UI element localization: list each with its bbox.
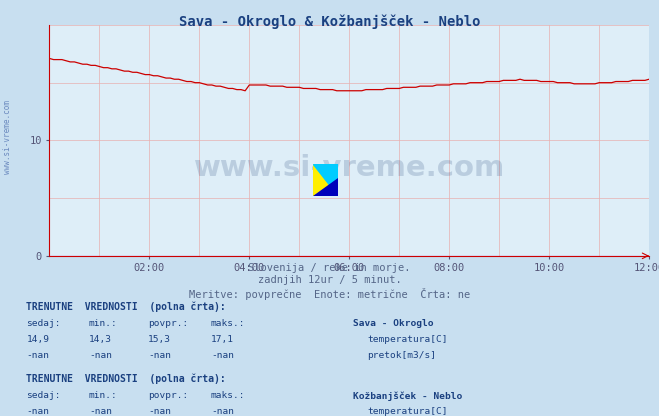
- Text: temperatura[C]: temperatura[C]: [367, 407, 447, 416]
- Text: Sava - Okroglo: Sava - Okroglo: [353, 319, 433, 328]
- Text: -nan: -nan: [148, 351, 171, 360]
- Text: maks.:: maks.:: [211, 319, 245, 328]
- Text: -nan: -nan: [211, 407, 234, 416]
- Text: min.:: min.:: [89, 391, 118, 400]
- Text: povpr.:: povpr.:: [148, 319, 188, 328]
- Text: -nan: -nan: [26, 407, 49, 416]
- Text: 17,1: 17,1: [211, 335, 234, 344]
- Text: 14,3: 14,3: [89, 335, 112, 344]
- Text: maks.:: maks.:: [211, 391, 245, 400]
- Text: temperatura[C]: temperatura[C]: [367, 335, 447, 344]
- Text: pretok[m3/s]: pretok[m3/s]: [367, 351, 436, 360]
- Text: -nan: -nan: [89, 407, 112, 416]
- Text: Kožbanjšček - Neblo: Kožbanjšček - Neblo: [353, 391, 462, 401]
- Text: -nan: -nan: [89, 351, 112, 360]
- Text: 15,3: 15,3: [148, 335, 171, 344]
- Polygon shape: [313, 178, 338, 196]
- Polygon shape: [313, 164, 338, 196]
- Text: TRENUTNE  VREDNOSTI  (polna črta):: TRENUTNE VREDNOSTI (polna črta):: [26, 374, 226, 384]
- Text: sedaj:: sedaj:: [26, 391, 61, 400]
- Text: www.si-vreme.com: www.si-vreme.com: [3, 100, 13, 174]
- Text: -nan: -nan: [211, 351, 234, 360]
- Text: min.:: min.:: [89, 319, 118, 328]
- Text: Sava - Okroglo & Kožbanjšček - Neblo: Sava - Okroglo & Kožbanjšček - Neblo: [179, 15, 480, 29]
- Text: povpr.:: povpr.:: [148, 391, 188, 400]
- Text: 14,9: 14,9: [26, 335, 49, 344]
- Text: sedaj:: sedaj:: [26, 319, 61, 328]
- Text: -nan: -nan: [26, 351, 49, 360]
- Polygon shape: [313, 164, 338, 196]
- Text: TRENUTNE  VREDNOSTI  (polna črta):: TRENUTNE VREDNOSTI (polna črta):: [26, 302, 226, 312]
- Text: www.si-vreme.com: www.si-vreme.com: [194, 154, 505, 182]
- Text: zadnjih 12ur / 5 minut.: zadnjih 12ur / 5 minut.: [258, 275, 401, 285]
- Text: Meritve: povprečne  Enote: metrične  Črta: ne: Meritve: povprečne Enote: metrične Črta:…: [189, 288, 470, 300]
- Text: Slovenija / reke in morje.: Slovenija / reke in morje.: [248, 263, 411, 273]
- Text: -nan: -nan: [148, 407, 171, 416]
